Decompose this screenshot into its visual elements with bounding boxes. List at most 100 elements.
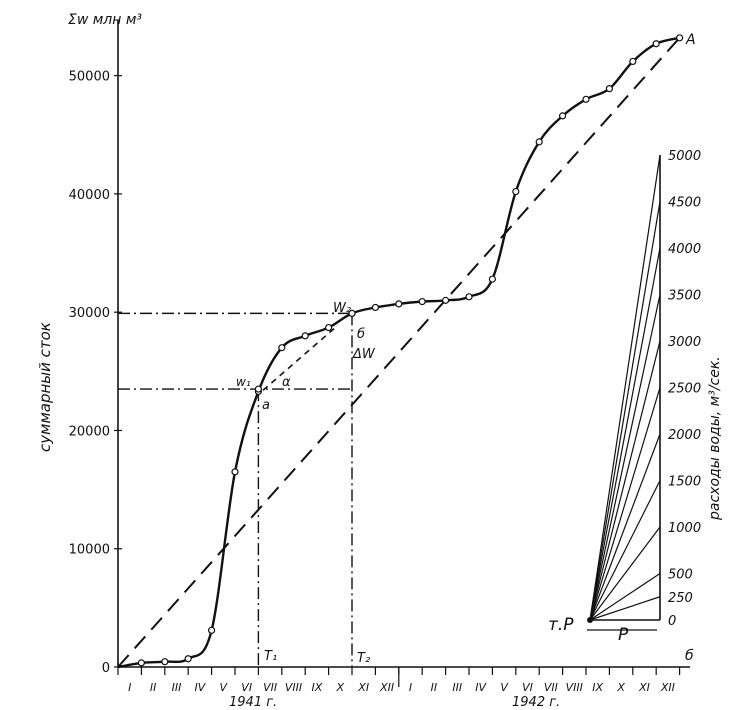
data-point <box>161 658 169 666</box>
chart-curves <box>117 34 684 669</box>
marker-w1 <box>254 385 262 393</box>
x-tick-label: VII <box>263 681 277 694</box>
x-tick-label: XII <box>660 681 675 694</box>
x-tick-label: I <box>409 681 412 694</box>
scale-tick-label: 5000 <box>668 149 701 164</box>
label-w1: w₁ <box>236 375 251 389</box>
mean-runoff-line <box>117 37 681 668</box>
chart-guides <box>118 312 353 667</box>
data-point <box>535 138 543 146</box>
data-point <box>371 303 379 312</box>
scale-tick-label: 3000 <box>668 335 701 350</box>
scale-tick-label: 0 <box>668 614 676 629</box>
x-tick-label: I <box>128 681 131 694</box>
year-label-1942: 1942 г. <box>512 695 560 710</box>
x-tick-label: IX <box>312 681 323 694</box>
label-alpha: α <box>282 375 291 390</box>
curve-end-label: A <box>685 32 696 48</box>
label-w2: W₂ <box>333 301 351 316</box>
data-point <box>231 468 239 476</box>
label-t2: T₂ <box>357 651 370 666</box>
label-delta-w: ΔW <box>352 347 376 362</box>
x-tick-label: XI <box>638 681 650 694</box>
data-point <box>184 655 192 663</box>
data-point <box>465 293 473 301</box>
x-tick-label: VIII <box>285 681 302 694</box>
scale-tick-label: 250 <box>668 591 693 606</box>
y-tick-label: 30000 <box>69 306 110 321</box>
scale-base-label: P <box>618 625 629 645</box>
data-point <box>208 626 216 634</box>
label-a: a <box>262 398 270 413</box>
y-axis-title: Σw млн м³ <box>68 12 142 28</box>
scale-ray <box>589 433 661 621</box>
scale-pole-point <box>587 617 593 623</box>
scale-ray <box>589 480 661 621</box>
chart-labels: Σw млн м³ суммарный сток 1941 г. 1942 г.… <box>36 12 723 710</box>
scale-ray <box>589 294 661 621</box>
data-point <box>605 85 614 93</box>
data-point <box>675 34 684 42</box>
data-point <box>488 275 496 283</box>
scale-ray <box>589 340 661 621</box>
scale-title: расходы воды, м³/сек. <box>707 356 723 521</box>
scale-tick-label: 2000 <box>668 428 701 443</box>
x-tick-label: II <box>150 681 157 694</box>
x-tick-label: V <box>220 681 229 694</box>
scale-ray <box>589 247 661 621</box>
scale-tick-label: 2500 <box>668 382 701 397</box>
scale-ray <box>589 201 661 621</box>
y-tick-label: 10000 <box>69 543 110 558</box>
data-point <box>558 112 567 120</box>
data-point <box>512 187 520 196</box>
x-tick-label: X <box>616 681 625 694</box>
x-tick-label: V <box>500 681 509 694</box>
marker-w2 <box>348 309 356 317</box>
x-tick-label: III <box>172 681 182 694</box>
data-point <box>629 57 637 66</box>
year-label-1941: 1941 г. <box>229 695 277 710</box>
x-tick-label: III <box>452 681 462 694</box>
x-tick-label: IX <box>592 681 603 694</box>
label-b: б <box>357 327 365 342</box>
y-tick-label: 40000 <box>69 188 110 203</box>
data-point <box>652 40 660 48</box>
scale-ray <box>589 387 661 621</box>
label-t1: T₁ <box>264 649 277 664</box>
data-point <box>137 659 145 667</box>
data-point <box>278 344 286 352</box>
y-axis-label: суммарный сток <box>36 322 54 452</box>
y-tick-label: 20000 <box>69 424 110 439</box>
scale-tick-label: 4500 <box>668 196 701 211</box>
scale-tick-label: 1500 <box>668 475 701 490</box>
scale-ray <box>589 596 661 621</box>
x-tick-label: II <box>431 681 438 694</box>
x-tick-label: VIII <box>566 681 583 694</box>
data-point <box>301 332 309 340</box>
scale-ray <box>589 154 661 621</box>
x-tick-label: VII <box>544 681 558 694</box>
scale-pole-label: т.P <box>548 615 574 635</box>
data-point <box>582 95 590 103</box>
x-tick-label: IV <box>475 681 487 694</box>
scale-corner-label: б <box>685 648 694 664</box>
data-point <box>442 296 450 304</box>
discharge-scale: 0 250 500 1000 1500 2000 2500 3000 3500 4000 4500 5… <box>587 149 701 631</box>
x-tick-label: X <box>336 681 345 694</box>
x-tick-label: XII <box>379 681 394 694</box>
scale-ray <box>589 573 661 621</box>
x-tick-label: XI <box>357 681 369 694</box>
scale-tick-label: 4000 <box>668 242 701 257</box>
scale-ray <box>589 526 661 621</box>
scale-tick-label: 500 <box>668 568 693 583</box>
x-tick-label: VI <box>241 681 252 694</box>
scale-tick-label: 3500 <box>668 289 701 304</box>
data-point <box>325 323 333 332</box>
data-point <box>395 300 403 308</box>
data-point <box>418 297 426 306</box>
x-tick-label: VI <box>522 681 533 694</box>
scale-tick-label: 1000 <box>668 521 701 536</box>
secant-segment <box>262 324 339 391</box>
